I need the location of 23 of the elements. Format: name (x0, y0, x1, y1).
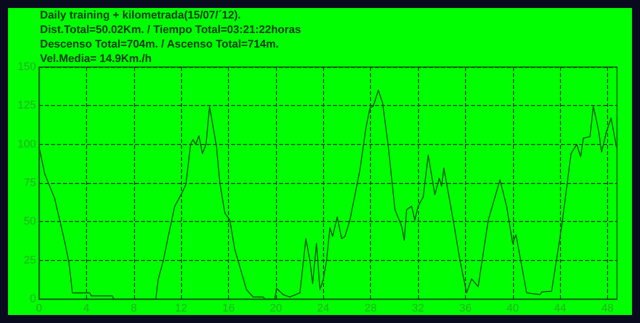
x-tick-label: 32 (412, 302, 424, 314)
x-tick-label: 28 (364, 302, 377, 314)
text: Vel.Media= 14.9Km./h (40, 53, 152, 65)
x-tick-label: 16 (222, 302, 235, 314)
x-tick-label: 8 (130, 302, 137, 314)
y-tick-label: 50 (24, 216, 36, 228)
x-tick-label: 44 (554, 302, 566, 314)
x-tick-label: 12 (175, 302, 188, 314)
y-tick-label: 75 (24, 177, 36, 189)
y-tick-label: 25 (24, 254, 36, 266)
text: Descenso Total=704m. / Ascenso Total=714m. (40, 38, 279, 50)
y-tick-label: 150 (18, 61, 36, 73)
x-tick-label: 36 (459, 302, 472, 314)
y-tick-label: 125 (18, 100, 36, 112)
x-tick-label: 24 (317, 302, 330, 314)
x-tick-label: 40 (506, 302, 519, 314)
chart-title: Daily training + kilometrada(15/07/´12). (40, 10, 241, 22)
x-tick-label: 48 (601, 302, 614, 314)
x-tick-label: 20 (270, 302, 282, 314)
x-tick-label: 4 (83, 302, 90, 314)
text: Dist.Total=50.02Km. / Tiempo Total=03:21:22horas (40, 24, 302, 36)
y-tick-label: 0 (30, 293, 36, 305)
y-tick-label: 100 (18, 138, 36, 150)
